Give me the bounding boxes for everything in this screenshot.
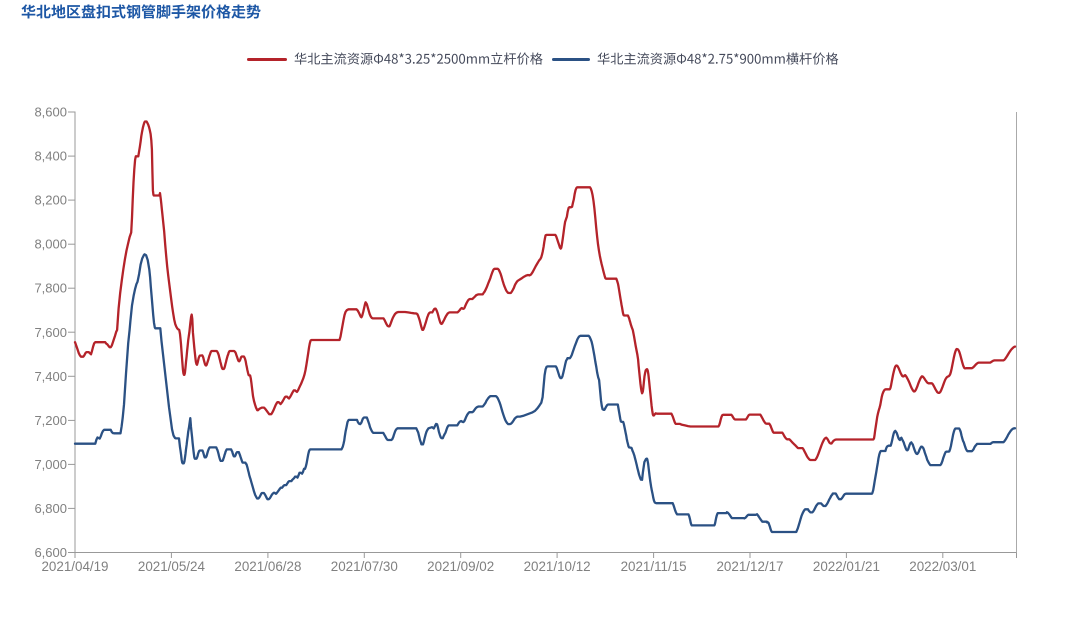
svg-text:2021/05/24: 2021/05/24	[138, 559, 206, 574]
svg-text:6,600: 6,600	[34, 545, 67, 560]
svg-text:7,200: 7,200	[34, 413, 67, 428]
svg-text:8,000: 8,000	[34, 237, 67, 252]
svg-text:7,600: 7,600	[34, 325, 67, 340]
svg-text:2021/04/19: 2021/04/19	[41, 559, 108, 574]
svg-text:8,400: 8,400	[34, 149, 67, 164]
svg-text:2021/07/30: 2021/07/30	[331, 559, 398, 574]
svg-text:7,800: 7,800	[34, 281, 67, 296]
svg-text:2021/12/17: 2021/12/17	[716, 559, 783, 574]
svg-text:6,800: 6,800	[34, 501, 67, 516]
svg-text:2021/10/12: 2021/10/12	[524, 559, 591, 574]
svg-text:2021/11/15: 2021/11/15	[621, 559, 687, 574]
svg-text:8,200: 8,200	[34, 193, 67, 208]
svg-text:7,000: 7,000	[34, 457, 67, 472]
svg-text:7,400: 7,400	[34, 369, 67, 384]
svg-text:2021/06/28: 2021/06/28	[234, 559, 301, 574]
svg-text:2021/09/02: 2021/09/02	[427, 559, 494, 574]
svg-text:8,600: 8,600	[34, 105, 67, 120]
svg-text:2022/03/01: 2022/03/01	[909, 559, 976, 574]
svg-text:2022/01/21: 2022/01/21	[813, 559, 880, 574]
